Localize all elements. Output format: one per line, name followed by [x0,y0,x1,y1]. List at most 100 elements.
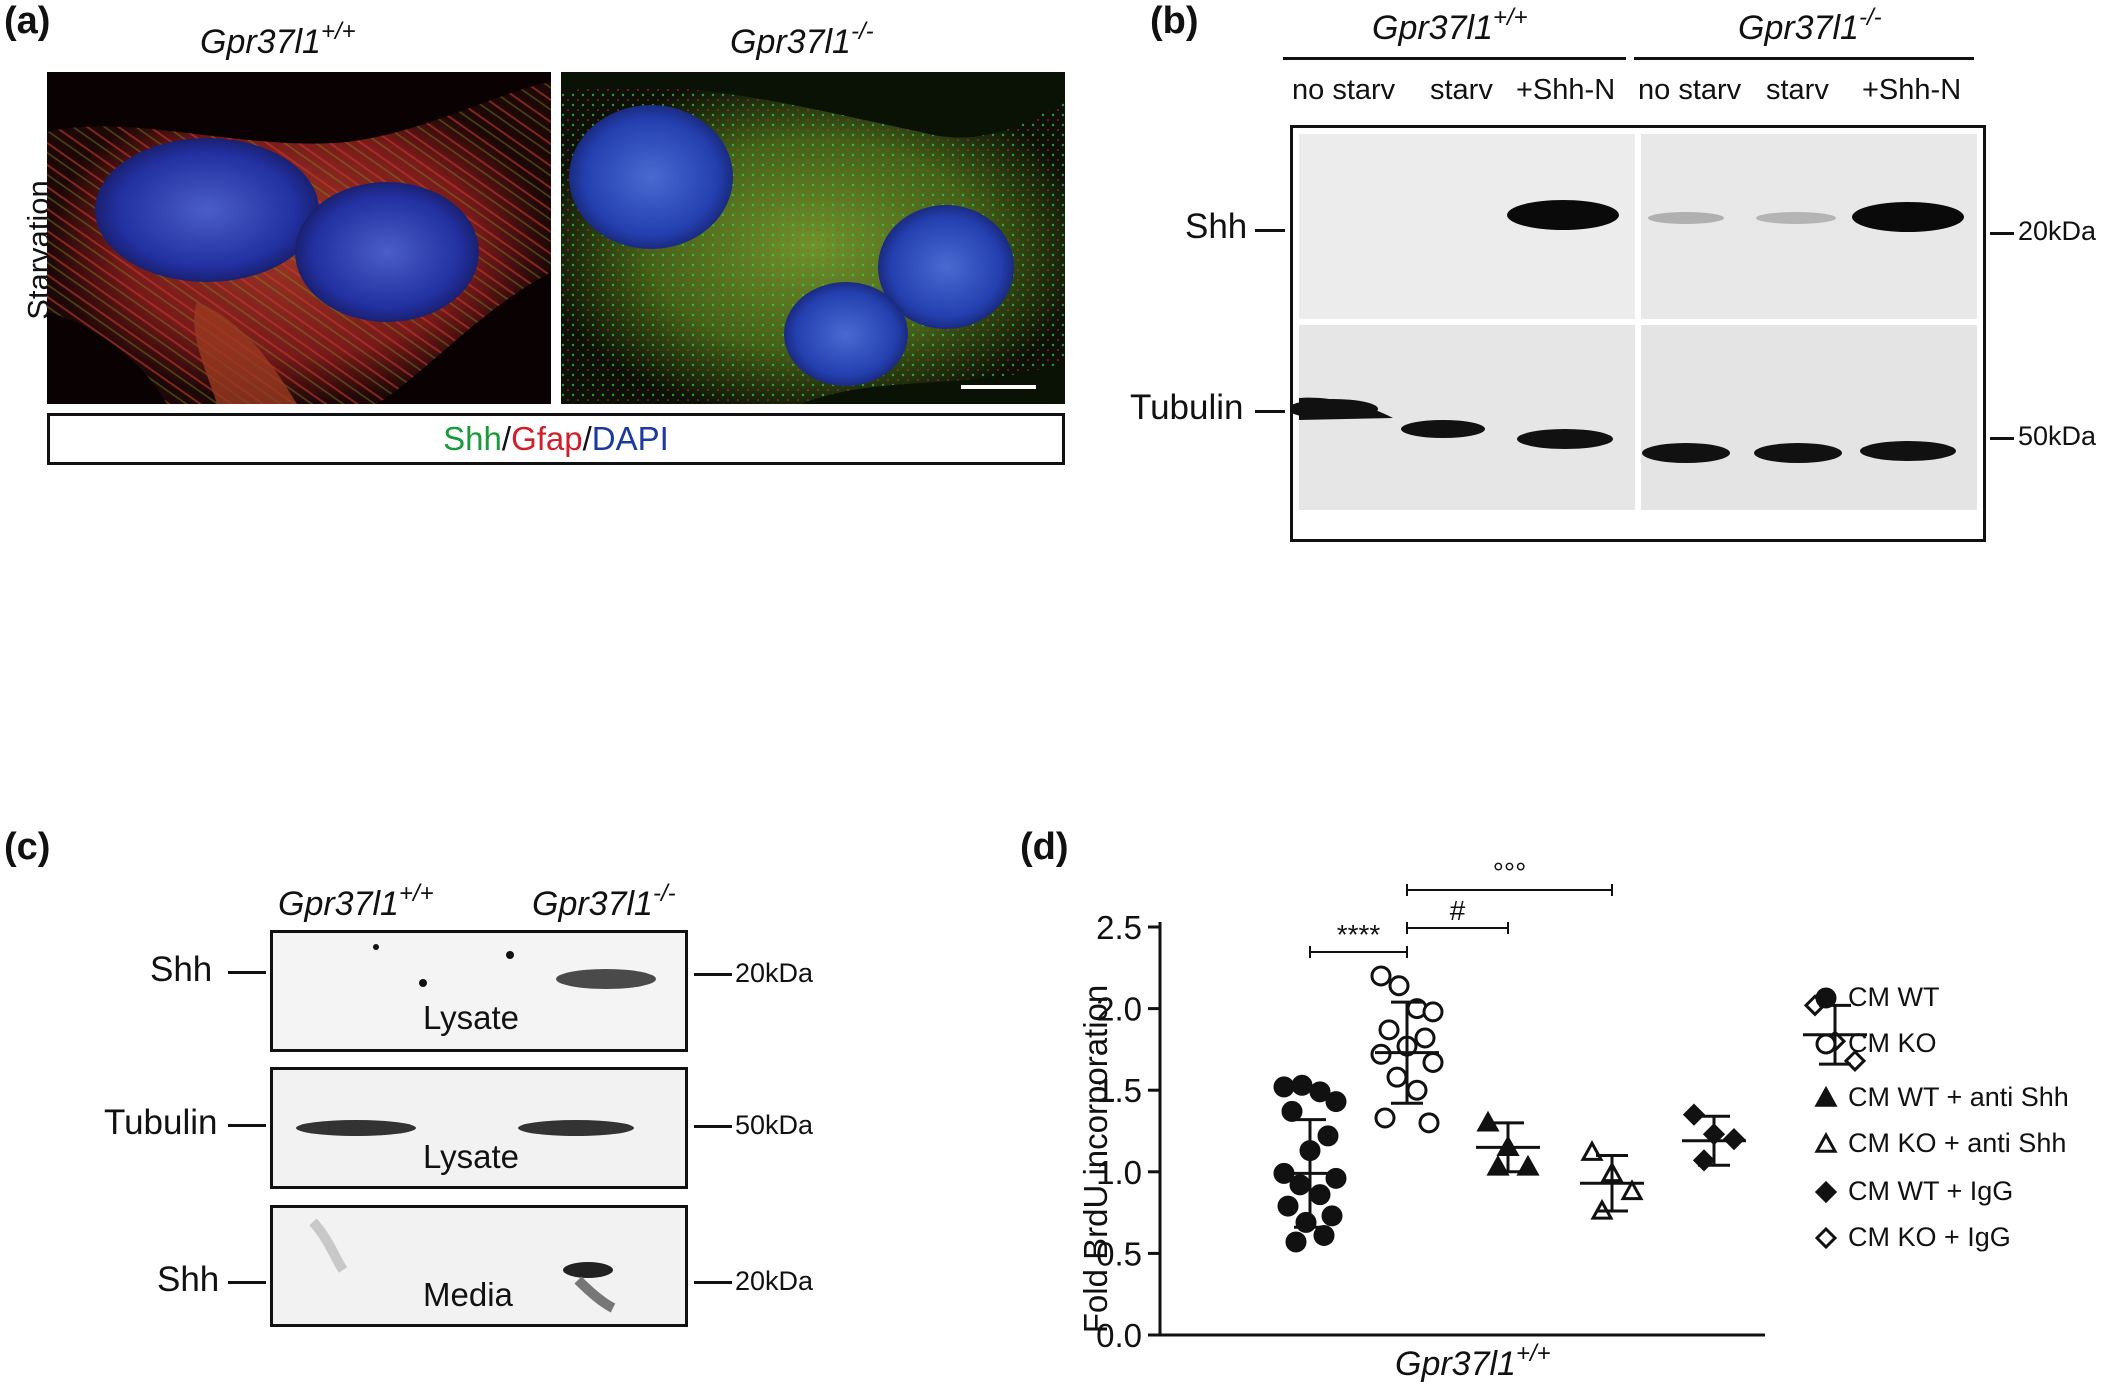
data-point [1313,1224,1335,1246]
legend-item-5: CM WT + IgG [1848,1176,2014,1206]
stain-gfap: Gfap [511,420,583,457]
data-point [1682,1103,1706,1126]
significance-label: **** [1337,919,1381,950]
lane-label-3: +Shh-N [1516,74,1616,106]
data-point [1414,1027,1436,1049]
panel-c-kda-3: 20kDa [735,1266,814,1296]
data-point [1281,1100,1303,1122]
panel-c-tick-left-1 [228,971,266,974]
panel-c-tick-right-3 [694,1281,732,1284]
panel-b-tick-shh [1255,229,1285,232]
panel-a-genotype-wt: Gpr37l1+/+ [200,18,356,61]
lane-label-5: starv [1766,74,1829,106]
panel-c-sample-1: Lysate [423,999,520,1036]
data-point [1702,1123,1726,1146]
legend-marker [1814,1226,1838,1250]
panel-a-genotype-ko: Gpr37l1-/- [730,18,874,61]
panel-c-genotype-wt: Gpr37l1+/+ [278,880,434,923]
legend-item-6: CM KO + IgG [1848,1222,2011,1252]
legend-item-1: CM WT [1848,982,1940,1012]
panel-b-band-shh: Shh [1185,207,1248,246]
legend-item-2: CM KO [1848,1028,1937,1058]
y-tick-label: 2.5 [1096,909,1142,946]
lane-label-2: starv [1430,74,1493,106]
data-point [1476,1110,1500,1132]
scale-bar [961,385,1036,389]
legend-marker [1814,1085,1838,1107]
data-point [1295,1211,1317,1233]
data-point [1388,975,1410,997]
panel-b-tick-tubulin [1255,410,1285,413]
data-point [1370,965,1392,987]
legend-marker [1814,1180,1838,1204]
micrograph-wt [47,72,551,404]
panel-c-genotype-ko: Gpr37l1-/- [532,880,676,923]
stain-legend-box: Shh/Gfap/DAPI [47,413,1065,465]
data-point [1580,1140,1604,1161]
data-point [1600,1161,1624,1183]
data-point [1422,1051,1444,1073]
data-point [1309,1184,1331,1206]
data-point [1692,1149,1716,1172]
panel-c-band-3: Shh [157,1260,220,1299]
data-point [1406,1079,1428,1101]
panel-c-sample-2: Lysate [423,1138,520,1175]
data-point [1374,1107,1396,1129]
panel-b-label: (b) [1150,0,1199,42]
data-point [1285,1231,1307,1253]
panel-c-tick-left-2 [228,1124,266,1127]
significance-label: °°° [1493,857,1527,888]
panel-c-band-2: Tubulin [104,1103,218,1142]
panel-b-genotype-wt: Gpr37l1+/+ [1372,4,1528,47]
stain-sep-1: / [501,420,512,457]
data-point [1590,1198,1614,1220]
panel-c-blot-shh-lysate: Lysate [270,930,688,1052]
data-point [1317,1125,1339,1147]
panel-c-tick-right-1 [694,973,732,976]
data-point [1386,1066,1408,1088]
data-point [1422,1001,1444,1023]
data-point [1516,1154,1540,1176]
panel-c-tick-left-3 [228,1281,266,1284]
legend-item-4: CM KO + anti Shh [1848,1128,2067,1158]
stain-sep-2: / [582,420,592,457]
panel-c-kda-1: 20kDa [735,958,814,988]
data-point [1325,1167,1347,1189]
panel-b-kda-50: 50kDa [2018,421,2097,451]
data-point [1309,1081,1331,1103]
data-point [1291,1074,1313,1096]
panel-b-blot [1288,125,1986,542]
legend-marker [1815,987,1837,1009]
chart-legend: CM WT CM KO CM WT + anti Shh CM KO + ant… [1812,978,2102,1278]
panel-b-genotype-ko: Gpr37l1-/- [1738,4,1882,47]
data-point [1273,1076,1295,1098]
data-point [1418,1112,1440,1134]
data-point [1277,1195,1299,1217]
panel-c-blot-shh-media: Media [270,1205,688,1327]
panel-d-ylabel: Fold BrdU incorporation [1077,984,1114,1334]
panel-d-xlabel: Gpr37l1+/+ [1395,1340,1551,1383]
data-point [1325,1091,1347,1113]
data-point [1370,1043,1392,1065]
significance-label: # [1450,895,1466,926]
data-point [1299,1140,1321,1162]
panel-b-ko-bracket [1634,57,1974,60]
panel-a-label: (a) [4,0,51,42]
lane-label-6: +Shh-N [1862,74,1962,106]
panel-c-kda-2: 50kDa [735,1110,814,1140]
stain-shh: Shh [443,420,502,457]
legend-marker [1815,1033,1837,1055]
panel-c-band-1: Shh [150,950,213,989]
panel-b-kda-20: 20kDa [2018,216,2097,246]
panel-c-label: (c) [4,826,51,868]
data-point [1273,1162,1295,1184]
micrograph-ko [561,72,1065,404]
panel-c-blot-tubulin-lysate: Lysate [270,1067,688,1189]
data-point [1486,1154,1510,1176]
data-point [1396,1035,1418,1057]
panel-b-wt-bracket [1283,57,1626,60]
panel-b-tick-20kda [1990,232,2014,235]
legend-marker [1814,1131,1838,1153]
data-point [1406,998,1428,1020]
stain-dapi: DAPI [591,420,669,457]
